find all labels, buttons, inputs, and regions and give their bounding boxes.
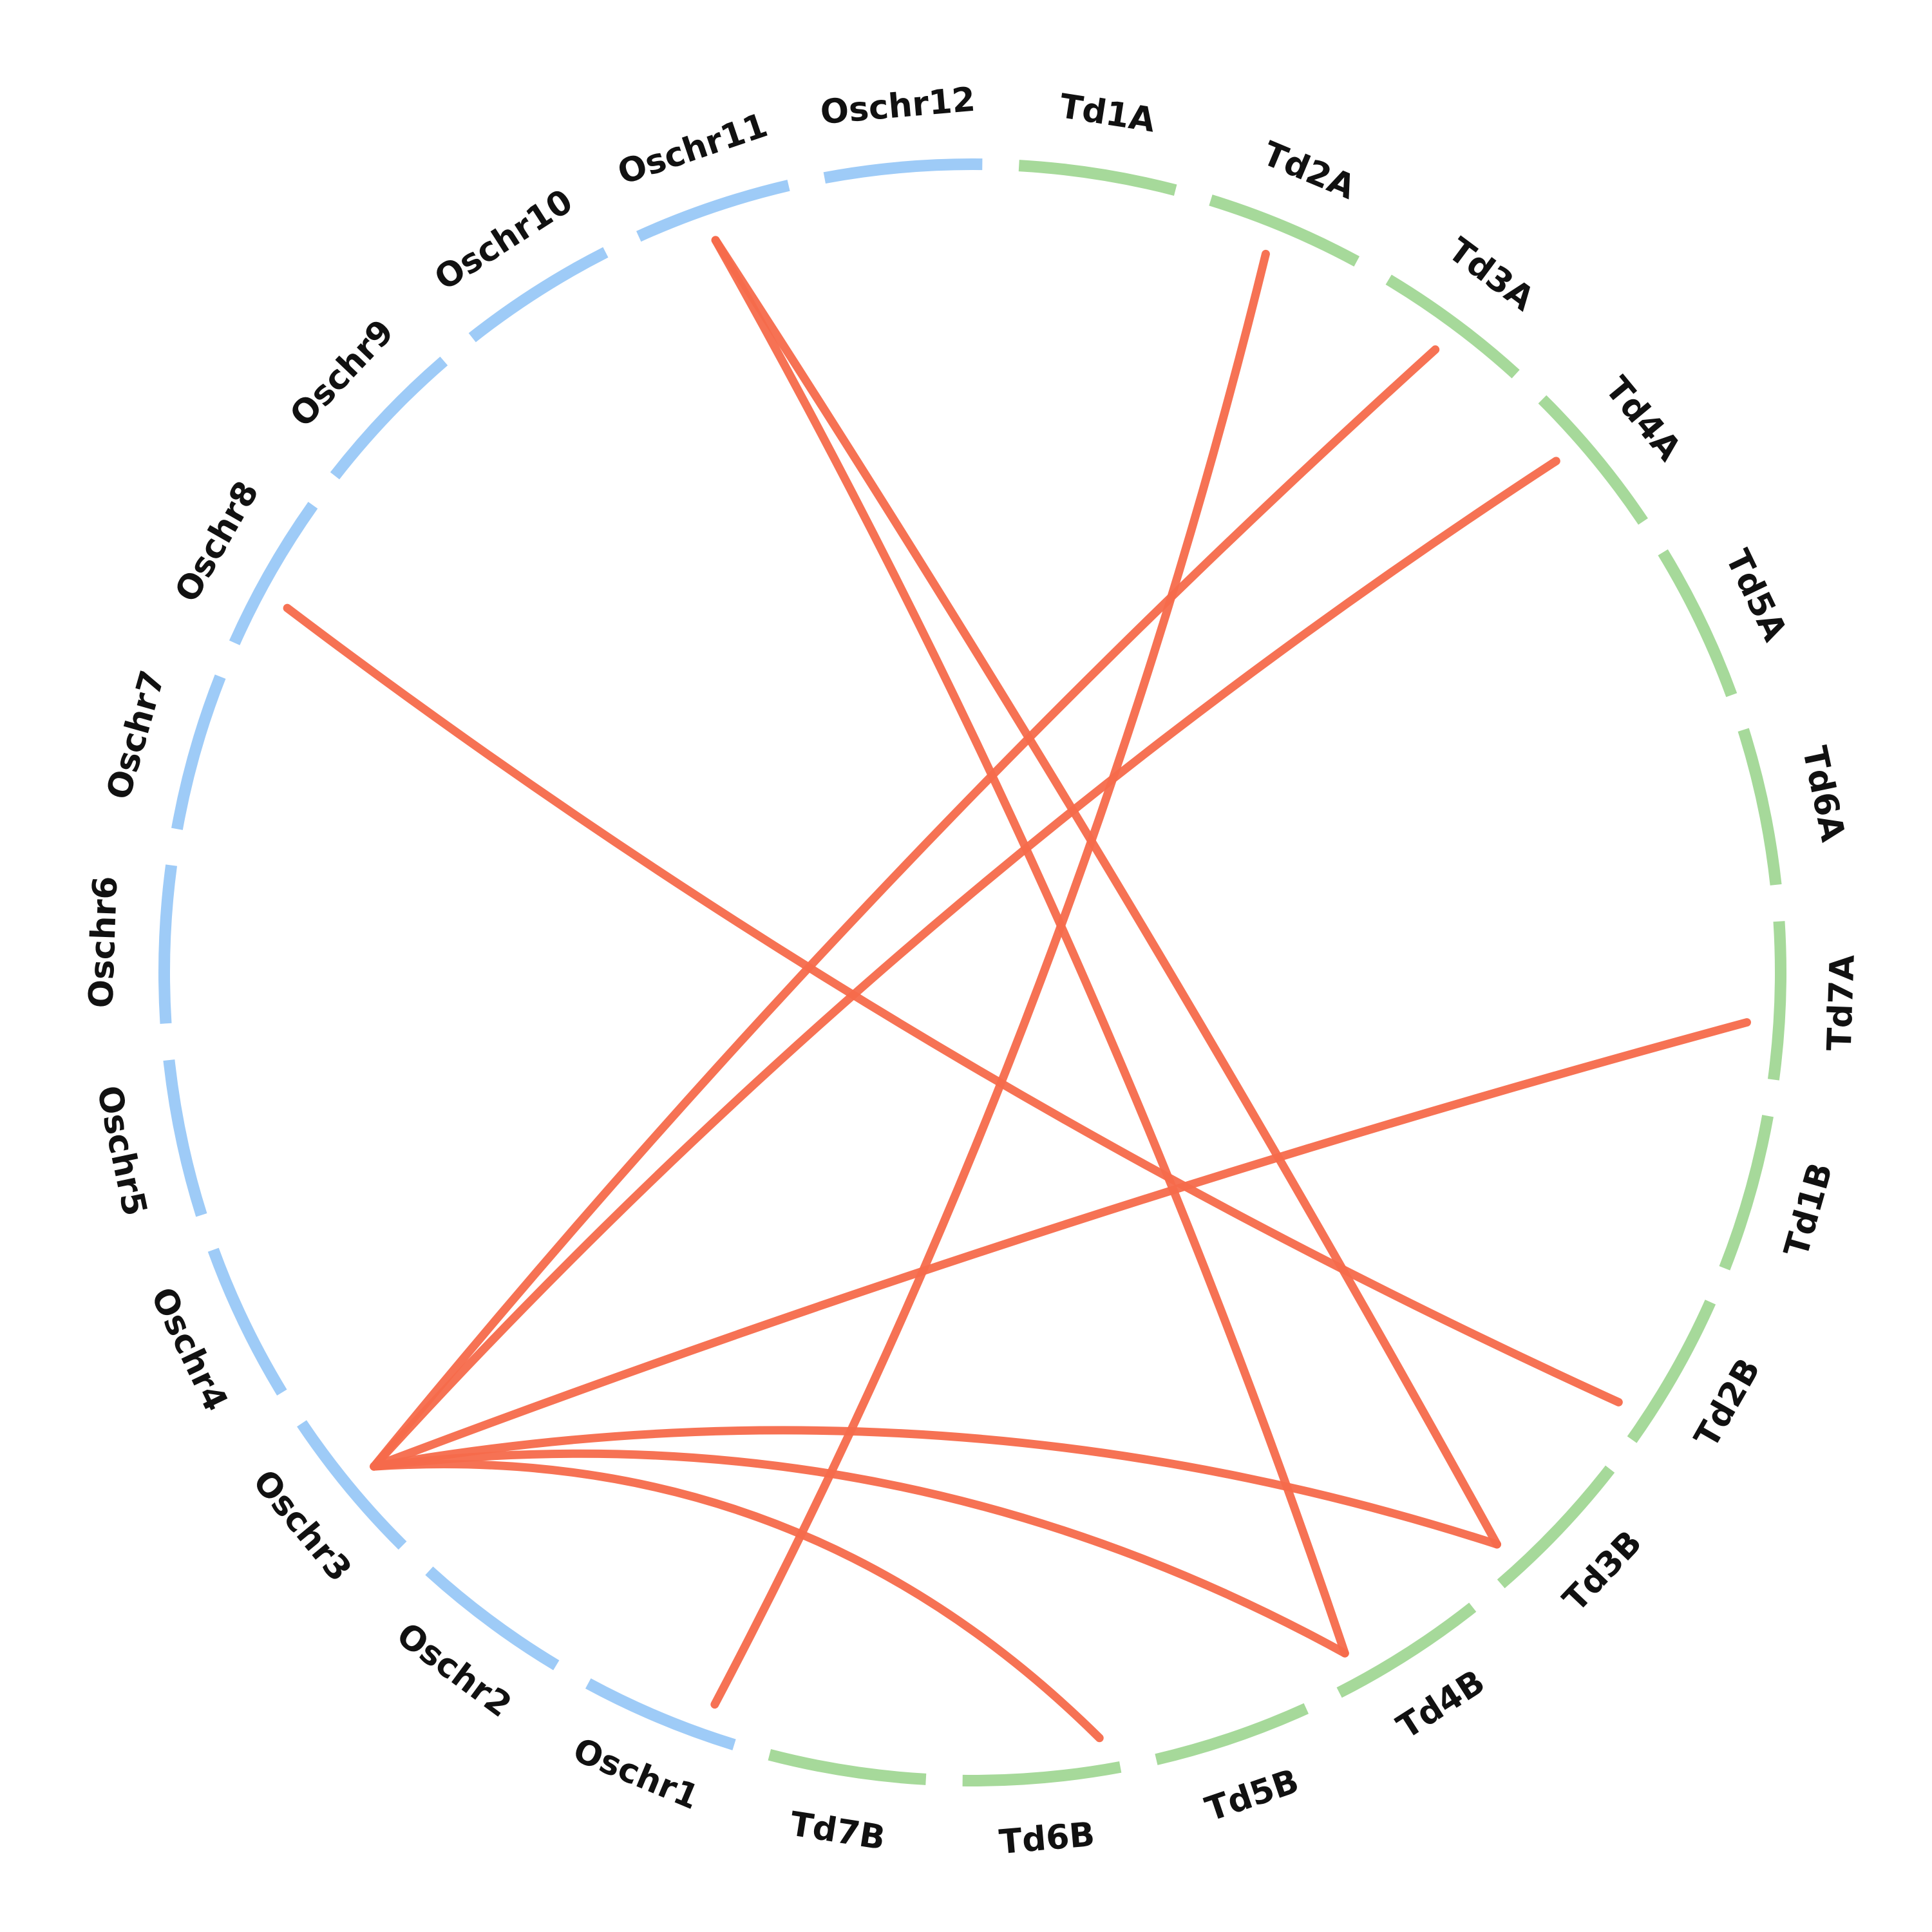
- chromosome-label-oschr11: Oschr11: [613, 106, 773, 193]
- chromosome-label-td7b: Td7B: [788, 1805, 888, 1858]
- chromosome-segment-oschr11: [636, 180, 790, 242]
- chromosome-label-td5a: Td5A: [1718, 544, 1794, 647]
- chromosome-label-oschr12: Oschr12: [819, 80, 977, 132]
- chromosome-segment-oschr2: [425, 1566, 560, 1671]
- chromosome-labels: Td1A Td2A Td3A Td4A Td5A Td6A Td7A Td1B Td2B Td3B…: [82, 80, 1862, 1862]
- link-oschr3-td4b: [370, 1449, 1349, 1658]
- chromosome-segment-td6b: [962, 1761, 1122, 1786]
- link-td4a-oschr3: [370, 457, 1560, 1471]
- chromosome-label-td4b: Td4B: [1390, 1663, 1492, 1747]
- link-td7a-oschr3: [370, 1018, 1752, 1471]
- chromosome-segment-oschr3: [297, 1420, 407, 1550]
- chromosome-label-td2a: Td2A: [1257, 135, 1361, 207]
- chromosome-label-oschr6: Oschr6: [82, 875, 125, 1009]
- chromosome-label-td5b: Td5B: [1200, 1762, 1303, 1830]
- chromosome-segment-td1b: [1719, 1115, 1774, 1271]
- chromosome-label-oschr8: Oschr8: [167, 475, 267, 609]
- link-oschr3-td6b: [370, 1460, 1104, 1743]
- chromosome-segment-td5a: [1658, 549, 1738, 697]
- link-td2a-oschr1: [710, 249, 1270, 1709]
- chromosome-label-td3a: Td3A: [1441, 231, 1540, 319]
- chromosome-segment-oschr8: [229, 502, 318, 645]
- chromosome-segment-oschr1: [585, 1678, 736, 1750]
- chromosome-segment-td1a: [1018, 160, 1177, 196]
- chromosome-ring: [158, 158, 1786, 1786]
- chromosome-segment-td6a: [1738, 728, 1782, 886]
- chromosome-segment-oschr6: [158, 864, 178, 1024]
- chromosome-label-td6a: Td6A: [1795, 743, 1852, 845]
- chromosome-label-td1b: Td1B: [1777, 1159, 1841, 1261]
- chromosome-label-td4a: Td4A: [1598, 370, 1689, 468]
- chromosome-label-oschr4: Oschr4: [143, 1282, 235, 1417]
- link-oschr11-td4b: [711, 236, 1349, 1658]
- chromosome-segment-td2a: [1209, 194, 1360, 267]
- chromosome-segment-oschr9: [330, 356, 448, 480]
- link-oschr11-td3b: [711, 236, 1501, 1549]
- chromosome-label-td1a: Td1A: [1057, 87, 1158, 140]
- chromosome-segment-td7b: [768, 1749, 927, 1785]
- chromosome-segment-oschr7: [171, 674, 226, 830]
- link-oschr8-td2b: [283, 603, 1623, 1406]
- chromosome-segment-td4a: [1538, 395, 1648, 525]
- link-td3a-oschr3: [370, 345, 1440, 1471]
- chromosome-segment-td4b: [1336, 1602, 1477, 1698]
- chromosome-label-oschr5: Oschr5: [89, 1083, 154, 1220]
- chromosome-label-oschr7: Oschr7: [99, 667, 173, 804]
- chromosome-segment-td7a: [1767, 921, 1786, 1081]
- chromosome-label-td7a: Td7A: [1821, 954, 1862, 1052]
- chromosome-segment-td3b: [1497, 1465, 1615, 1589]
- chromosome-segment-td2b: [1627, 1300, 1716, 1443]
- chord-links: [283, 236, 1752, 1743]
- link-oschr3-td3b: [370, 1426, 1501, 1549]
- chromosome-segment-oschr4: [207, 1247, 287, 1396]
- chromosome-segment-td3a: [1385, 274, 1520, 379]
- chromosome-label-td3b: Td3B: [1556, 1523, 1650, 1619]
- chromosome-label-td6b: Td6B: [998, 1815, 1096, 1862]
- chromosome-segment-oschr5: [163, 1059, 207, 1217]
- chromosome-label-oschr1: Oschr1: [567, 1731, 704, 1818]
- chromosome-segment-oschr10: [468, 247, 609, 343]
- chromosome-segment-td5b: [1155, 1703, 1309, 1765]
- chromosome-segment-oschr12: [823, 158, 983, 184]
- chromosome-label-td2b: Td2B: [1687, 1352, 1768, 1454]
